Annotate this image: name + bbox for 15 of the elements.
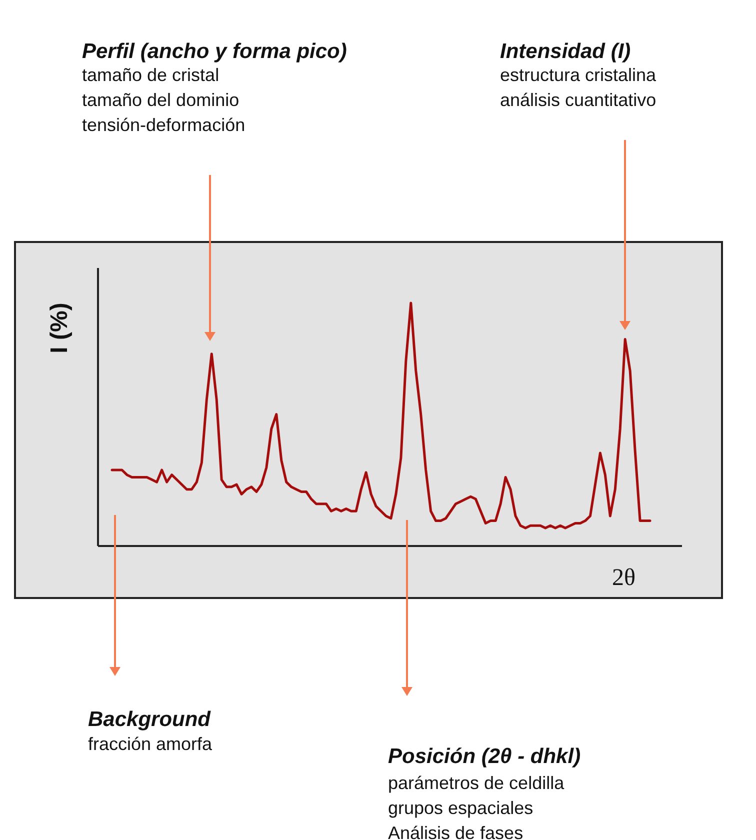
y-axis-title: I (%) (46, 302, 73, 354)
text: análisis cuantitativo (500, 90, 656, 110)
text: Análisis de fases (388, 823, 524, 840)
text: grupos espaciales (388, 798, 534, 818)
text: fracción amorfa (88, 734, 214, 754)
text: tamaño de cristal (82, 65, 220, 85)
text: Background (88, 708, 212, 731)
text: Perfil (ancho y forma pico) (82, 40, 347, 63)
text: tamaño del dominio (82, 90, 240, 110)
text: tensión-deformación (82, 115, 246, 135)
text: Intensidad (I) (500, 40, 631, 63)
text: Posición (2θ - dhkl) (388, 745, 581, 768)
text: parámetros de celdilla (388, 773, 566, 793)
x-axis-title: 2θ (612, 565, 636, 591)
text: estructura cristalina (500, 65, 658, 85)
